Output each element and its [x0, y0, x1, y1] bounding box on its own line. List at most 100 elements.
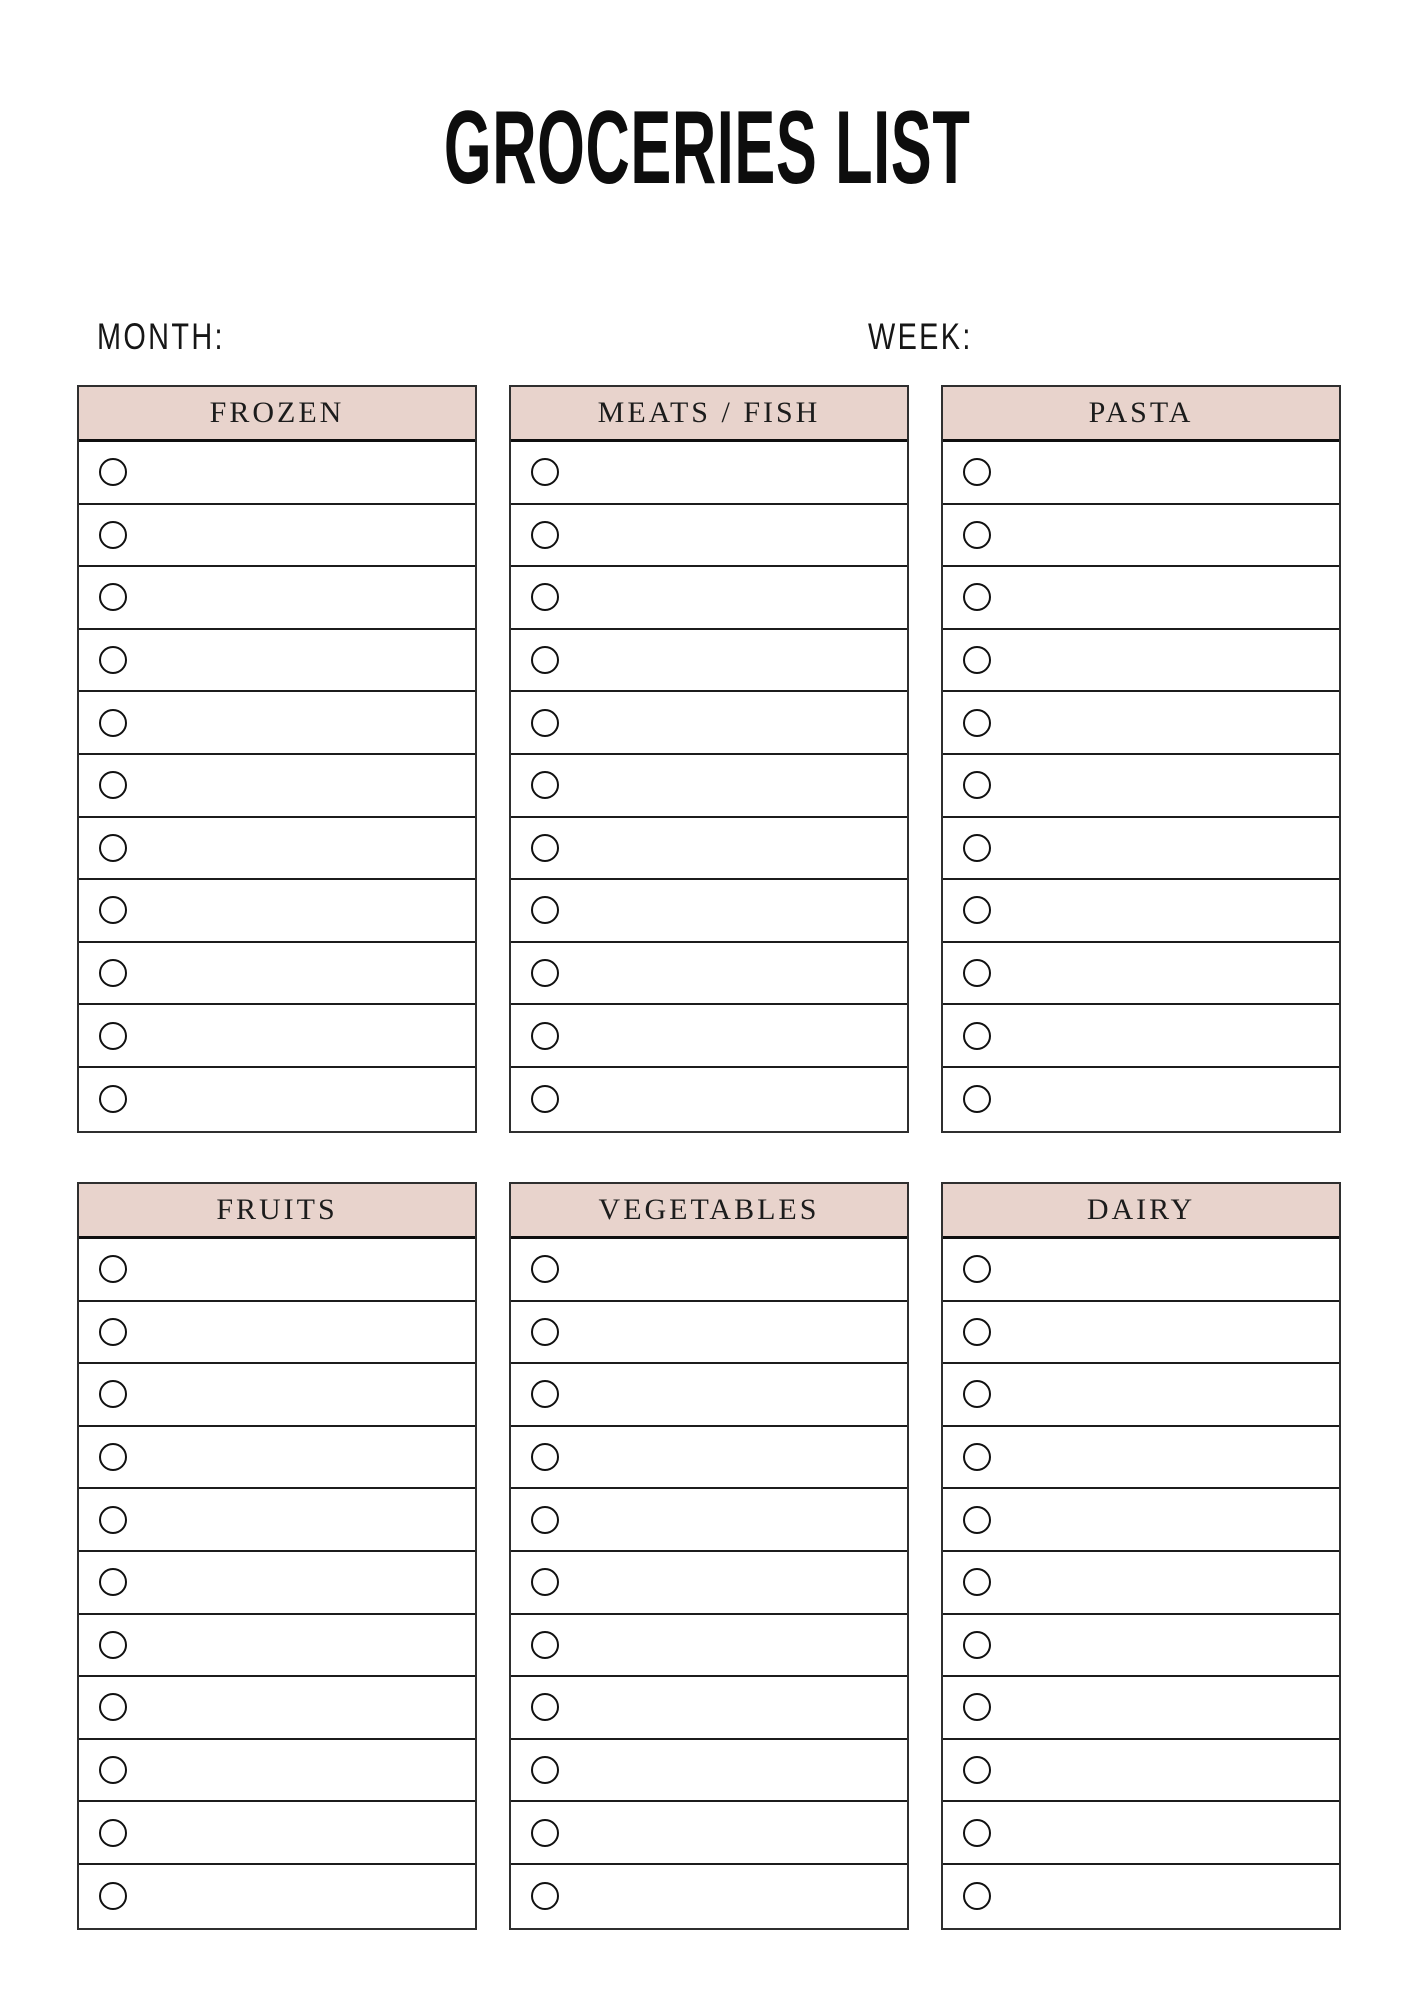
grocery-item-write-line[interactable] — [127, 1489, 475, 1550]
circle-checkbox-icon[interactable] — [531, 1693, 559, 1722]
grocery-item-row[interactable] — [943, 1239, 1339, 1302]
grocery-item-row[interactable] — [943, 1677, 1339, 1740]
grocery-item-row[interactable] — [943, 943, 1339, 1006]
grocery-item-write-line[interactable] — [559, 442, 907, 503]
grocery-item-row[interactable] — [511, 880, 907, 943]
grocery-item-row[interactable] — [79, 943, 475, 1006]
grocery-item-write-line[interactable] — [127, 1239, 475, 1300]
grocery-item-row[interactable] — [511, 1489, 907, 1552]
grocery-item-write-line[interactable] — [991, 1239, 1339, 1300]
grocery-item-write-line[interactable] — [127, 755, 475, 816]
grocery-item-row[interactable] — [79, 1489, 475, 1552]
grocery-item-row[interactable] — [943, 818, 1339, 881]
circle-checkbox-icon[interactable] — [963, 1693, 991, 1722]
circle-checkbox-icon[interactable] — [99, 1693, 127, 1722]
grocery-item-row[interactable] — [79, 567, 475, 630]
circle-checkbox-icon[interactable] — [99, 1756, 127, 1785]
grocery-item-write-line[interactable] — [991, 818, 1339, 879]
circle-checkbox-icon[interactable] — [531, 771, 559, 800]
circle-checkbox-icon[interactable] — [963, 896, 991, 925]
grocery-item-write-line[interactable] — [127, 1615, 475, 1676]
circle-checkbox-icon[interactable] — [963, 1818, 991, 1847]
circle-checkbox-icon[interactable] — [99, 646, 127, 675]
circle-checkbox-icon[interactable] — [963, 1882, 991, 1911]
grocery-item-write-line[interactable] — [559, 630, 907, 691]
grocery-item-write-line[interactable] — [559, 1802, 907, 1863]
grocery-item-write-line[interactable] — [559, 1005, 907, 1066]
grocery-item-write-line[interactable] — [559, 1239, 907, 1300]
grocery-item-row[interactable] — [943, 630, 1339, 693]
circle-checkbox-icon[interactable] — [99, 1085, 127, 1114]
circle-checkbox-icon[interactable] — [531, 1380, 559, 1409]
grocery-item-write-line[interactable] — [991, 755, 1339, 816]
grocery-item-write-line[interactable] — [991, 1865, 1339, 1928]
grocery-item-row[interactable] — [511, 1802, 907, 1865]
grocery-item-write-line[interactable] — [559, 1552, 907, 1613]
circle-checkbox-icon[interactable] — [99, 1380, 127, 1409]
grocery-item-row[interactable] — [511, 1005, 907, 1068]
circle-checkbox-icon[interactable] — [99, 1630, 127, 1659]
circle-checkbox-icon[interactable] — [963, 1443, 991, 1472]
grocery-item-row[interactable] — [511, 1677, 907, 1740]
circle-checkbox-icon[interactable] — [99, 771, 127, 800]
circle-checkbox-icon[interactable] — [531, 1317, 559, 1346]
grocery-item-write-line[interactable] — [559, 1068, 907, 1131]
grocery-item-write-line[interactable] — [991, 1364, 1339, 1425]
circle-checkbox-icon[interactable] — [963, 1756, 991, 1785]
grocery-item-row[interactable] — [79, 1740, 475, 1803]
circle-checkbox-icon[interactable] — [531, 646, 559, 675]
circle-checkbox-icon[interactable] — [531, 1630, 559, 1659]
grocery-item-write-line[interactable] — [991, 505, 1339, 566]
grocery-item-write-line[interactable] — [559, 567, 907, 628]
grocery-item-write-line[interactable] — [127, 1677, 475, 1738]
grocery-item-row[interactable] — [511, 692, 907, 755]
grocery-item-write-line[interactable] — [127, 630, 475, 691]
grocery-item-row[interactable] — [79, 692, 475, 755]
grocery-item-row[interactable] — [511, 1740, 907, 1803]
grocery-item-write-line[interactable] — [127, 442, 475, 503]
grocery-item-row[interactable] — [79, 1677, 475, 1740]
grocery-item-row[interactable] — [79, 1802, 475, 1865]
grocery-item-write-line[interactable] — [559, 505, 907, 566]
circle-checkbox-icon[interactable] — [99, 1818, 127, 1847]
grocery-item-row[interactable] — [511, 943, 907, 1006]
grocery-item-write-line[interactable] — [991, 1677, 1339, 1738]
circle-checkbox-icon[interactable] — [531, 520, 559, 549]
grocery-item-write-line[interactable] — [559, 1302, 907, 1363]
grocery-item-row[interactable] — [511, 505, 907, 568]
grocery-item-write-line[interactable] — [127, 1427, 475, 1488]
grocery-item-write-line[interactable] — [991, 1068, 1339, 1131]
grocery-item-row[interactable] — [943, 755, 1339, 818]
circle-checkbox-icon[interactable] — [99, 1317, 127, 1346]
grocery-item-write-line[interactable] — [127, 692, 475, 753]
grocery-item-write-line[interactable] — [559, 1364, 907, 1425]
grocery-item-write-line[interactable] — [127, 943, 475, 1004]
circle-checkbox-icon[interactable] — [99, 1021, 127, 1050]
grocery-item-row[interactable] — [511, 630, 907, 693]
grocery-item-write-line[interactable] — [127, 1865, 475, 1928]
circle-checkbox-icon[interactable] — [963, 771, 991, 800]
grocery-item-row[interactable] — [79, 1239, 475, 1302]
grocery-item-write-line[interactable] — [991, 1427, 1339, 1488]
grocery-item-row[interactable] — [943, 1302, 1339, 1365]
grocery-item-write-line[interactable] — [991, 1740, 1339, 1801]
grocery-item-write-line[interactable] — [127, 1364, 475, 1425]
circle-checkbox-icon[interactable] — [531, 1085, 559, 1114]
grocery-item-row[interactable] — [511, 755, 907, 818]
grocery-item-row[interactable] — [943, 442, 1339, 505]
circle-checkbox-icon[interactable] — [963, 458, 991, 487]
circle-checkbox-icon[interactable] — [531, 583, 559, 612]
circle-checkbox-icon[interactable] — [99, 1505, 127, 1534]
circle-checkbox-icon[interactable] — [531, 1756, 559, 1785]
circle-checkbox-icon[interactable] — [99, 1443, 127, 1472]
grocery-item-row[interactable] — [943, 1552, 1339, 1615]
circle-checkbox-icon[interactable] — [99, 583, 127, 612]
grocery-item-write-line[interactable] — [127, 1302, 475, 1363]
grocery-item-row[interactable] — [511, 1302, 907, 1365]
grocery-item-row[interactable] — [79, 1302, 475, 1365]
circle-checkbox-icon[interactable] — [531, 1443, 559, 1472]
grocery-item-write-line[interactable] — [559, 692, 907, 753]
grocery-item-row[interactable] — [79, 1068, 475, 1131]
grocery-item-write-line[interactable] — [991, 1302, 1339, 1363]
circle-checkbox-icon[interactable] — [531, 833, 559, 862]
